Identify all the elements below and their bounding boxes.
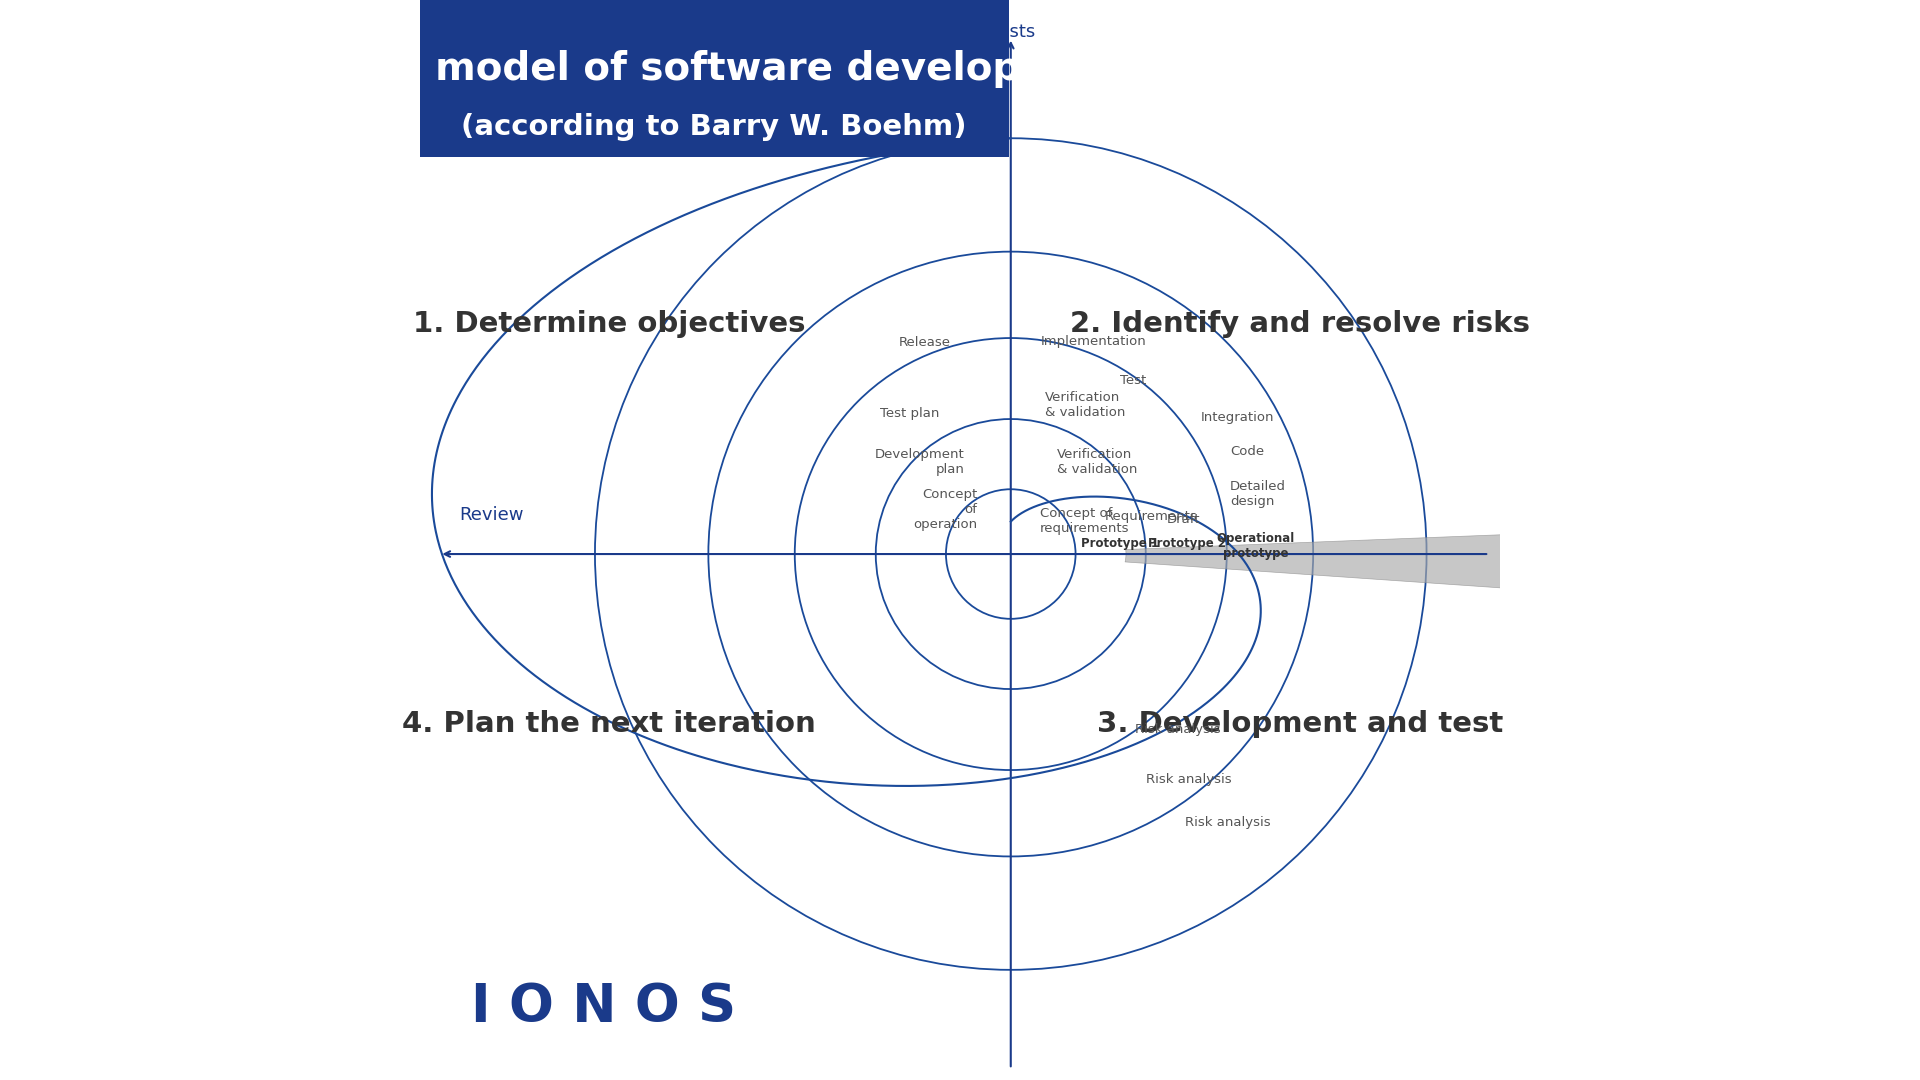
Text: Concept of
requirements: Concept of requirements: [1041, 507, 1129, 535]
Text: Risk analysis: Risk analysis: [1146, 773, 1231, 786]
Text: 3. Development and test: 3. Development and test: [1096, 710, 1503, 738]
Text: Development
plan: Development plan: [876, 448, 964, 476]
Text: Verification
& validation: Verification & validation: [1044, 391, 1125, 419]
Text: Test: Test: [1119, 374, 1146, 387]
Text: 1. Determine objectives: 1. Determine objectives: [413, 310, 804, 338]
Text: Risk analysis: Risk analysis: [1135, 723, 1221, 735]
Text: Operational
prototype: Operational prototype: [1217, 532, 1296, 561]
Text: Requirements: Requirements: [1104, 510, 1198, 523]
Text: Implementation: Implementation: [1041, 335, 1146, 348]
Text: Costs: Costs: [987, 23, 1035, 41]
Text: Concept
of
operation: Concept of operation: [914, 488, 977, 531]
Text: I O N O S: I O N O S: [470, 981, 735, 1032]
Text: Verification
& validation: Verification & validation: [1058, 448, 1137, 476]
Text: Code: Code: [1231, 445, 1263, 458]
Text: Test plan: Test plan: [879, 407, 939, 420]
Text: Risk analysis: Risk analysis: [1185, 816, 1271, 829]
Text: 2. Identify and resolve risks: 2. Identify and resolve risks: [1069, 310, 1530, 338]
Polygon shape: [1125, 532, 1548, 591]
Text: Detailed
design: Detailed design: [1231, 480, 1286, 508]
Text: Prototype 1: Prototype 1: [1081, 537, 1160, 550]
Text: 4. Plan the next iteration: 4. Plan the next iteration: [401, 710, 816, 738]
Text: Release: Release: [899, 336, 950, 349]
Text: Draft: Draft: [1165, 513, 1200, 526]
Text: Review: Review: [459, 505, 524, 524]
FancyBboxPatch shape: [420, 0, 1008, 157]
Text: Spiral model of software development: Spiral model of software development: [294, 50, 1133, 89]
Text: Integration: Integration: [1200, 411, 1275, 424]
Text: Prototype 2: Prototype 2: [1148, 537, 1225, 550]
Text: (according to Barry W. Boehm): (according to Barry W. Boehm): [461, 113, 966, 141]
